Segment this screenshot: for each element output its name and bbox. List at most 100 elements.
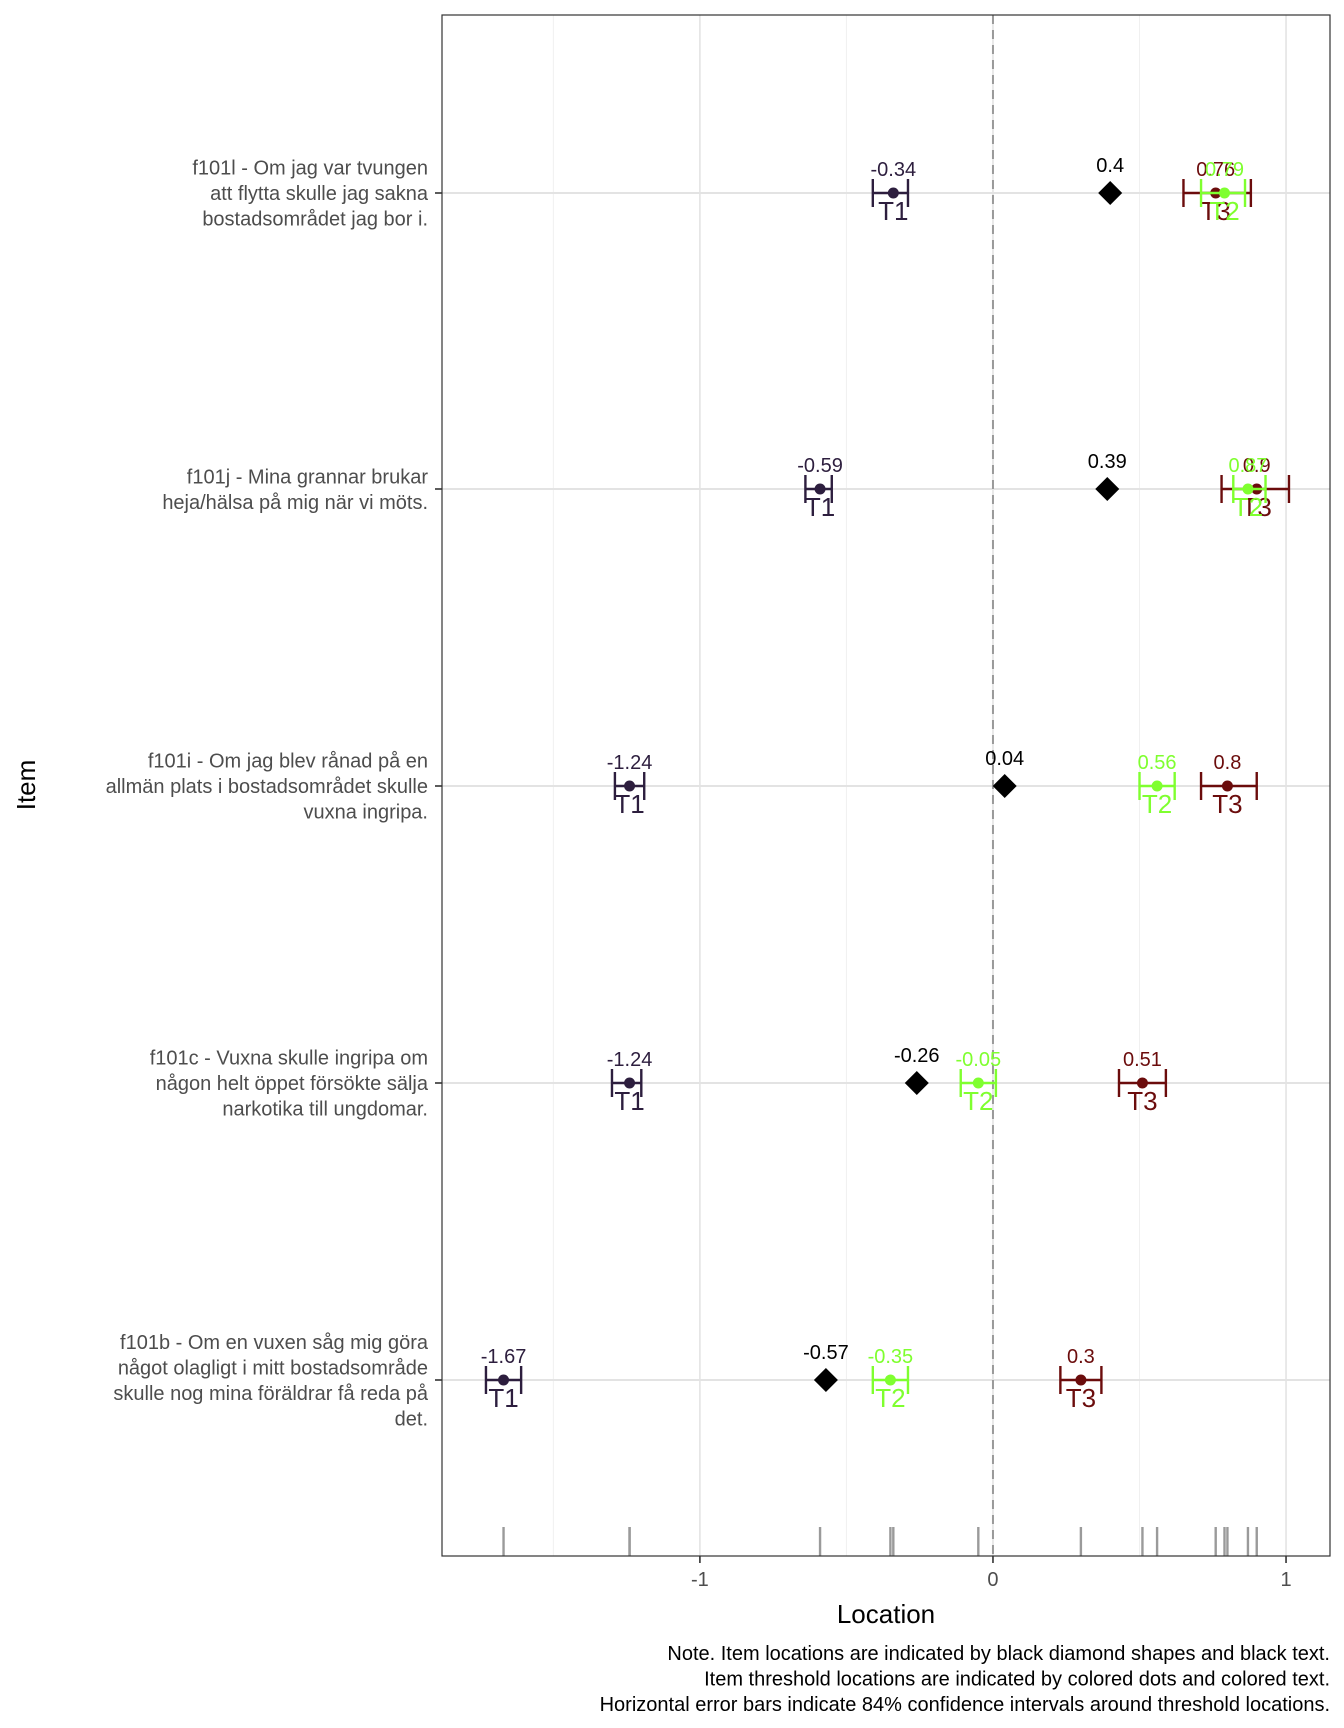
item-label-line: f101j - Mina grannar brukar [187,466,429,488]
item-location-diamond [1095,477,1120,501]
threshold-t3: 0.8 T3 [1199,752,1258,819]
threshold-value-label: 0.87 [1228,455,1267,477]
threshold-name-label: T1 [614,1086,644,1116]
item-label-line: heja/hälsa på mig när vi möts. [162,492,428,514]
threshold-name-label: T1 [614,789,644,819]
item-label-line: skulle nog mina föräldrar få reda på [113,1383,428,1405]
x-tick-label: 1 [1280,1569,1291,1591]
y-axis-title: Item [11,760,41,811]
item-location-diamond [992,774,1017,798]
item-label-line: vuxna ingripa. [303,802,428,824]
item-label: f101c - Vuxna skulle ingripa om någon hel… [150,1048,429,1121]
item-row: -1.24 T1 0.51 T3 -0.05 T2 -0.26 [607,1045,1168,1116]
item-label-line: f101b - Om en vuxen såg mig göra [120,1332,429,1354]
threshold-dot [1075,1374,1087,1386]
threshold-t1: -1.24 T1 [607,1049,653,1116]
threshold-dot [887,187,899,199]
item-marks: -0.34 T1 0.76 T3 0.79 T2 0.4 -0.59 T1 0.9 T3 0.87 T2… [481,155,1291,1413]
threshold-value-label: 0.9 [1243,455,1271,477]
note-line: Horizontal error bars indicate 84% confi… [600,1694,1330,1716]
item-location-label: -0.57 [803,1342,849,1364]
item-label: f101b - Om en vuxen såg mig göra något ol… [113,1332,428,1431]
item-row: -1.67 T1 0.3 T3 -0.35 T2 -0.57 [481,1342,1103,1413]
threshold-name-label: T1 [878,196,908,226]
item-location-diamond [813,1368,838,1392]
x-axis: -1 0 1 [691,1556,1292,1591]
note-line: Note. Item locations are indicated by bl… [667,1643,1330,1665]
threshold-value-label: -0.34 [871,159,917,181]
item-location-label: 0.4 [1096,155,1124,177]
threshold-name-label: T2 [963,1086,993,1116]
threshold-t1: -1.67 T1 [481,1346,527,1413]
threshold-name-label: T3 [1212,789,1242,819]
threshold-dot [972,1077,984,1089]
threshold-value-label: -0.35 [868,1346,914,1368]
item-label-line: att flytta skulle jag sakna [210,183,429,205]
item-label-line: f101c - Vuxna skulle ingripa om [150,1048,428,1070]
item-label-line: f101i - Om jag blev rånad på en [148,751,428,773]
threshold-dot [884,1374,896,1386]
threshold-value-label: -0.05 [956,1049,1002,1071]
threshold-name-label: T1 [488,1383,518,1413]
item-location-label: -0.26 [894,1045,940,1067]
threshold-value-label: -1.24 [607,752,653,774]
threshold-t2: -0.05 T2 [956,1049,1002,1116]
item-location-label: 0.04 [985,748,1024,770]
threshold-t1: -0.59 T1 [797,455,843,522]
threshold-t2: 0.56 T2 [1138,752,1177,819]
threshold-name-label: T3 [1127,1086,1157,1116]
threshold-t3: 0.51 T3 [1117,1049,1168,1116]
threshold-dot [624,1077,636,1089]
x-tick-label: 0 [987,1569,998,1591]
threshold-value-label: 0.56 [1138,752,1177,774]
item-location-diamond [904,1071,929,1095]
item-label-line: något olagligt i mitt bostadsområde [118,1357,428,1379]
threshold-value-label: -0.59 [797,455,843,477]
threshold-value-label: 0.51 [1123,1049,1162,1071]
item-label: f101l - Om jag var tvungen att flytta sku… [192,158,429,231]
threshold-dot [1151,780,1163,792]
threshold-t1: -1.24 T1 [607,752,653,819]
threshold-t3: 0.3 T3 [1059,1346,1103,1413]
threshold-value-label: 0.79 [1205,159,1244,181]
item-label-line: bostadsområdet jag bor i. [202,209,428,231]
threshold-name-label: T2 [875,1383,905,1413]
threshold-t3: 0.76 T3 [1182,159,1253,226]
item-row: -0.59 T1 0.9 T3 0.87 T2 0.39 [797,451,1291,522]
y-axis: f101l - Om jag var tvungen att flytta sku… [106,158,442,1431]
threshold-t2: 0.87 T2 [1228,455,1267,522]
threshold-name-label: T3 [1201,196,1231,226]
threshold-t3: 0.9 T3 [1220,455,1291,522]
threshold-dot [624,780,636,792]
threshold-name-label: T3 [1066,1383,1096,1413]
threshold-dot [1242,483,1254,495]
chart-note: Note. Item locations are indicated by bl… [600,1643,1330,1716]
threshold-dot [1136,1077,1148,1089]
threshold-value-label: -1.67 [481,1346,527,1368]
rug-marks [502,1527,1258,1556]
item-label: f101j - Mina grannar brukar heja/hälsa på… [162,466,428,514]
threshold-name-label: T2 [1233,492,1263,522]
item-row: -0.34 T1 0.76 T3 0.79 T2 0.4 [871,155,1253,226]
item-label-line: någon helt öppet försökte sälja [156,1073,429,1095]
threshold-t2: 0.79 T2 [1199,159,1247,226]
x-tick-label: -1 [691,1569,709,1591]
item-label-line: narkotika till ungdomar. [222,1099,428,1121]
threshold-name-label: T1 [805,492,835,522]
threshold-name-label: T2 [1209,196,1239,226]
threshold-dot [498,1374,510,1386]
item-label: f101i - Om jag blev rånad på en allmän pl… [106,751,428,824]
threshold-name-label: T2 [1142,789,1172,819]
threshold-dot [1221,780,1233,792]
item-location-diamond [1098,181,1123,205]
threshold-dot [814,483,826,495]
threshold-value-label: 0.3 [1067,1346,1095,1368]
threshold-dot [1218,187,1230,199]
item-label-line: det. [395,1408,428,1430]
note-line: Item threshold locations are indicated b… [704,1669,1330,1691]
item-label-line: f101l - Om jag var tvungen [192,158,428,180]
threshold-t1: -0.34 T1 [871,159,917,226]
item-location-label: 0.39 [1088,451,1127,473]
threshold-value-label: 0.8 [1214,752,1242,774]
